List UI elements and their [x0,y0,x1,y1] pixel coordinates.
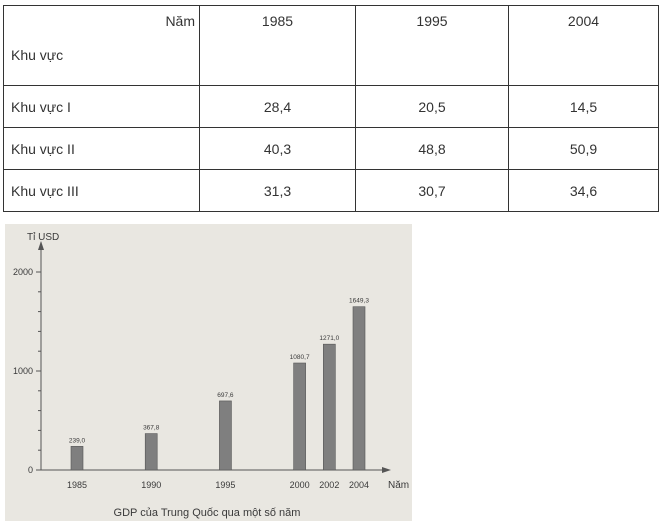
year-header-1995: 1995 [355,5,509,86]
table-cell: 50,9 [508,127,659,170]
x-tick-label: 2004 [349,480,369,490]
y-axis-label: Tỉ USD [27,231,59,243]
bar-value-label: 697,6 [217,392,234,399]
table-cell: 31,3 [199,169,356,212]
sector-table: Năm Khu vực 1985 1995 2004 Khu vực I 28,… [3,5,659,212]
table-cell: 28,4 [199,85,356,128]
chart-bar [219,400,232,471]
x-tick-label: 2000 [290,480,310,490]
bar-value-label: 239,0 [69,437,86,444]
gdp-chart: Tỉ USD Năm GDP của Trung Quốc qua một số… [5,224,412,521]
row-label: Khu vực II [3,127,200,170]
table-header-row: Năm Khu vực 1985 1995 2004 [3,5,659,86]
year-header-1985: 1985 [199,5,356,86]
table-cell: 14,5 [508,85,659,128]
header-year-label: Năm [165,13,195,29]
chart-bar [70,446,84,471]
y-tick-label: 2000 [13,267,33,277]
row-label: Khu vực I [3,85,200,128]
bar-value-label: 1271,0 [319,335,339,342]
header-region-label: Khu vực [11,47,64,63]
gdp-chart-svg: Tỉ USD Năm GDP của Trung Quốc qua một số… [13,231,409,519]
x-axis-label: Năm [388,480,409,491]
x-tick-label: 2002 [319,480,339,490]
table-row: Khu vực I 28,4 20,5 14,5 [3,85,659,128]
chart-bar [352,306,366,471]
chart-bar [293,362,306,471]
bar-value-label: 1649,3 [349,298,369,305]
row-label: Khu vực III [3,169,200,212]
x-axis-arrow [382,467,391,473]
bar-value-label: 1080,7 [290,354,310,361]
table-cell: 30,7 [355,169,509,212]
chart-title: GDP của Trung Quốc qua một số năm [114,507,301,519]
table-row: Khu vực III 31,3 30,7 34,6 [3,169,659,212]
x-tick-label: 1985 [67,480,87,490]
chart-bar [323,343,336,471]
x-tick-label: 1995 [215,480,235,490]
table-cell: 34,6 [508,169,659,212]
x-tick-label: 1990 [141,480,161,490]
header-corner-cell: Năm Khu vực [3,5,200,86]
y-tick-label: 0 [28,465,33,475]
chart-bar [144,433,158,471]
year-header-2004: 2004 [508,5,659,86]
y-tick-label: 1000 [13,366,33,376]
table-cell: 40,3 [199,127,356,170]
y-axis-arrow [38,241,44,250]
table-row: Khu vực II 40,3 48,8 50,9 [3,127,659,170]
table-cell: 20,5 [355,85,509,128]
bar-value-label: 367,8 [143,425,160,432]
table-cell: 48,8 [355,127,509,170]
